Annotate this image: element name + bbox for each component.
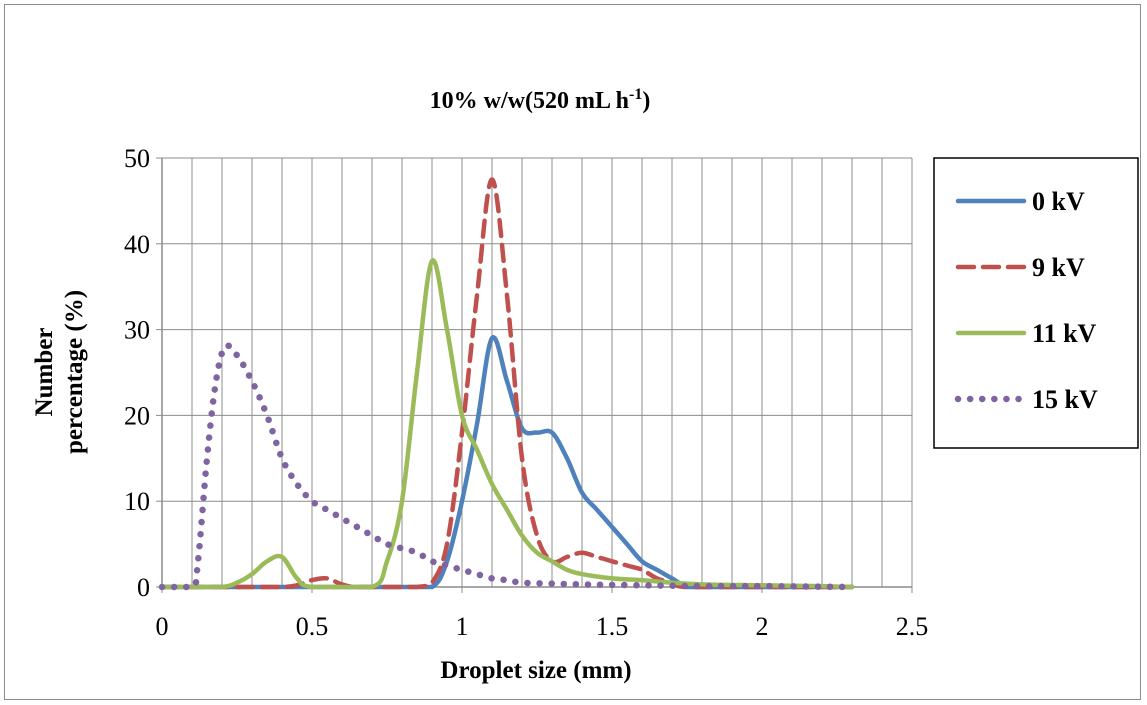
y-axis-label-line2: percentage (%) [61,290,88,454]
series-line-11-kv [159,258,855,590]
series-line-0-kv [159,335,855,590]
x-tick-label: 0 [156,612,169,641]
chart-title: 10% w/w(520 mL h-1) [430,86,651,114]
chart-title-superscript: -1 [629,86,642,103]
grid-lines [161,157,913,588]
legend: 0 kV 9 kV 11 kV 15 kV [933,157,1139,449]
legend-label-0-kv: 0 kV [1032,187,1085,216]
series-lines [158,177,856,591]
axes [161,158,912,588]
x-axis-label: Droplet size (mm) [440,657,631,684]
x-tick-label: 1.5 [596,612,629,641]
series-line-15-kv [158,342,856,591]
y-tick-label: 30 [124,316,150,345]
x-tick-label: 0.5 [296,612,329,641]
legend-label-11-kv: 11 kV [1032,319,1097,348]
y-tick-label: 40 [124,230,150,259]
x-tick-label: 2.5 [896,612,929,641]
x-tick-label: 2 [756,612,769,641]
y-axis-label: Number percentage (%) [31,290,88,454]
y-tick-label: 10 [124,487,150,516]
x-tick-label: 1 [456,612,469,641]
y-tick-label: 20 [124,401,150,430]
chart-title-main: 10% w/w(520 mL h [430,88,629,114]
legend-label-15-kv: 15 kV [1032,385,1098,414]
x-tick-labels: 0 0.5 1 1.5 2 2.5 [156,587,929,641]
legend-label-9-kv: 9 kV [1032,253,1085,282]
y-tick-label: 50 [124,144,150,173]
y-axis-label-line1: Number [31,328,58,417]
series-line-9-kv [159,177,855,590]
y-tick-labels: 0 10 20 30 40 50 [124,144,162,602]
chart-title-end: ) [642,88,650,114]
y-tick-label: 0 [137,573,150,602]
